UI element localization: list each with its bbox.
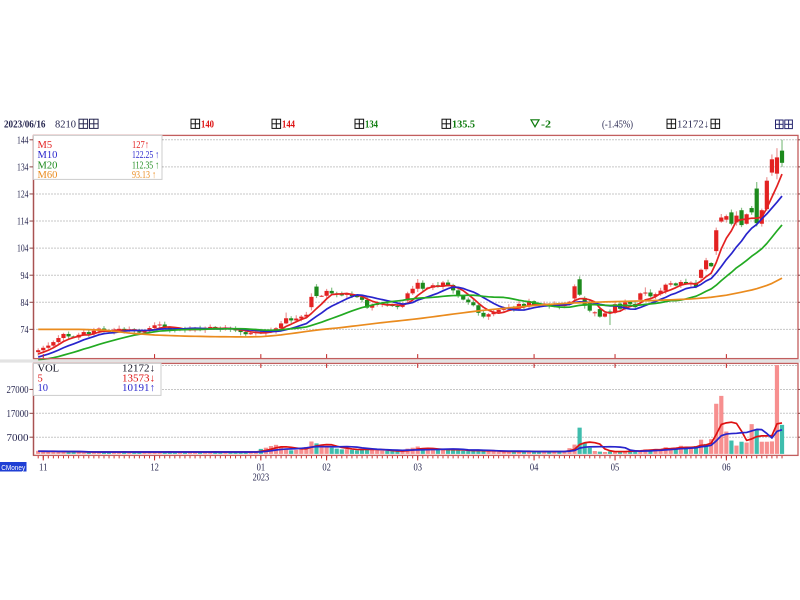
svg-text:13573↓: 13573↓	[122, 373, 155, 384]
svg-text:(-1.45%): (-1.45%)	[602, 119, 633, 130]
svg-text:12172↓: 12172↓	[122, 364, 155, 375]
svg-text:M60: M60	[38, 170, 58, 181]
svg-text:94: 94	[21, 271, 30, 282]
svg-text:114: 114	[17, 217, 29, 228]
svg-text:M20: M20	[38, 160, 58, 171]
svg-text:12: 12	[150, 463, 159, 474]
svg-text:134: 134	[365, 118, 378, 130]
svg-text:144: 144	[17, 135, 29, 146]
svg-text:104: 104	[17, 244, 29, 255]
svg-text:02: 02	[322, 463, 331, 474]
svg-text:01: 01	[257, 463, 266, 474]
svg-text:7000: 7000	[7, 433, 29, 444]
svg-text:-2: -2	[541, 118, 552, 130]
svg-text:84: 84	[21, 298, 30, 309]
svg-text:134: 134	[17, 162, 29, 173]
svg-text:93.13 ↑: 93.13 ↑	[132, 170, 156, 181]
svg-text:M5: M5	[38, 140, 53, 151]
svg-text:06: 06	[722, 463, 731, 474]
svg-text:03: 03	[413, 463, 422, 474]
svg-text:CMoney: CMoney	[1, 463, 25, 472]
svg-text:122.25 ↑: 122.25 ↑	[132, 150, 159, 161]
svg-text:2023/06/16: 2023/06/16	[4, 118, 46, 130]
svg-text:74: 74	[21, 325, 30, 336]
svg-text:124: 124	[17, 190, 29, 201]
svg-text:27000: 27000	[7, 385, 29, 396]
svg-text:127↑: 127↑	[132, 140, 149, 151]
svg-text:VOL: VOL	[38, 364, 60, 375]
svg-text:140: 140	[201, 118, 214, 130]
svg-text:135.5: 135.5	[452, 118, 475, 130]
svg-text:144: 144	[282, 118, 295, 130]
svg-text:M10: M10	[38, 150, 58, 161]
svg-text:5: 5	[38, 373, 43, 384]
svg-text:8210: 8210	[55, 118, 76, 130]
svg-text:12172↓: 12172↓	[677, 119, 709, 130]
svg-text:17000: 17000	[7, 409, 29, 420]
svg-text:11: 11	[39, 463, 48, 474]
svg-text:10191↑: 10191↑	[122, 383, 155, 394]
svg-text:2023: 2023	[253, 473, 270, 484]
svg-text:05: 05	[611, 463, 620, 474]
svg-text:10: 10	[38, 383, 49, 394]
svg-text:112.35 ↑: 112.35 ↑	[132, 160, 159, 171]
svg-text:04: 04	[530, 463, 539, 474]
